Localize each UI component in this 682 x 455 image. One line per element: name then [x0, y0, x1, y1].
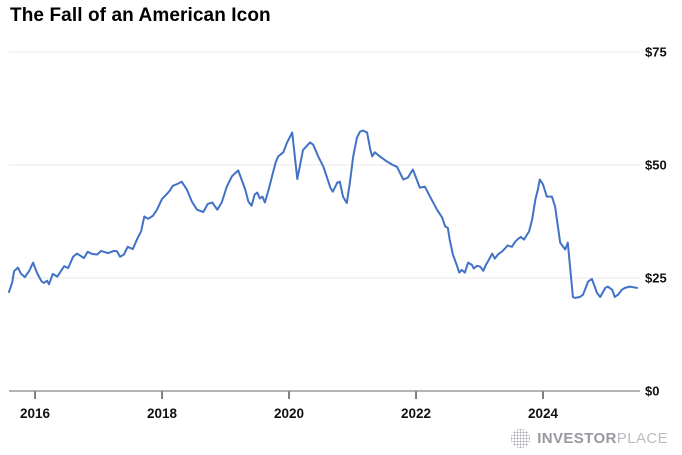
- logo-text-place: PLACE: [616, 430, 668, 447]
- x-axis-tick-label: 2024: [528, 406, 559, 421]
- y-axis-tick-label: $50: [645, 158, 667, 173]
- logo-text: INVESTORPLACE: [537, 429, 668, 448]
- price-line-series: [8, 129, 638, 299]
- x-axis-tick-label: 2018: [147, 406, 178, 421]
- x-axis-tick-label: 2016: [20, 406, 51, 421]
- x-axis-tick-label: 2020: [274, 406, 304, 421]
- investorplace-logo: INVESTORPLACE: [511, 429, 668, 448]
- chart-title: The Fall of an American Icon: [10, 5, 271, 26]
- logo-text-investor: INVESTOR: [537, 430, 617, 447]
- dotted-globe-icon: [511, 429, 531, 448]
- y-axis-tick-label: $25: [645, 271, 667, 286]
- y-axis-tick-label: $75: [645, 45, 667, 60]
- x-axis-tick-label: 2022: [401, 406, 431, 421]
- y-axis-tick-label: $0: [645, 384, 659, 399]
